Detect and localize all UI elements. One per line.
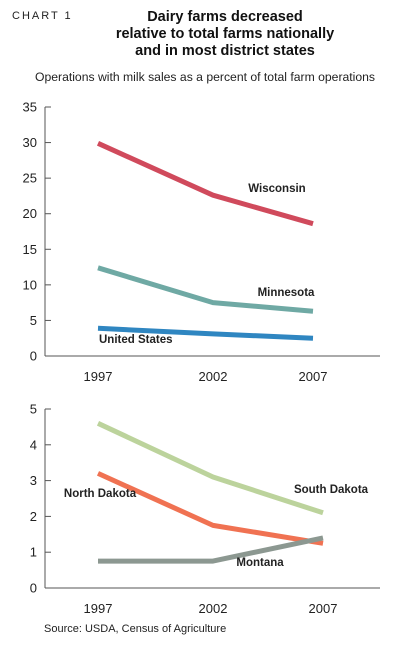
chart-1-x-tick-label: 2007 [299,369,328,384]
chart-2-series-line-north-dakota [96,471,324,546]
chart-1-series-line-wisconsin [96,141,314,227]
chart-2-y-tick-label: 4 [30,437,37,452]
chart-1-y-tick-label: 15 [23,242,37,257]
chart-subtitle: Operations with milk sales as a percent … [34,70,376,84]
chart-1-y-tick-label: 10 [23,277,37,292]
chart-2-series-line-south-dakota [96,421,324,516]
chart-2-y-tick-label: 2 [30,509,37,524]
chart-2-series-label-montana: Montana [236,557,284,569]
chart-2-x-tick-label: 2002 [199,601,228,616]
chart-1-y-tick-label: 35 [23,100,37,115]
chart-1-series-label-wisconsin: Wisconsin [248,183,305,195]
chart-2-series-label-south-dakota: South Dakota [294,484,369,496]
chart-title-line-1: Dairy farms decreased [147,9,303,25]
source-note: Source: USDA, Census of Agriculture [44,623,227,635]
chart-1-series-label-united-states: United States [99,334,173,346]
chart-2-y-tick-label: 3 [30,473,37,488]
chart-number-label: CHART 1 [12,10,73,22]
chart-1-y-tick-label: 25 [23,171,37,186]
chart-1-series-line-minnesota [97,265,314,314]
chart-2-x-tick-label: 1997 [84,601,113,616]
chart-1-y-tick-label: 30 [23,135,37,150]
chart-1-x-tick-label: 2002 [199,369,228,384]
chart-1-y-tick-label: 0 [30,349,37,364]
chart-2-x-tick-label: 2007 [309,601,338,616]
chart-1-series-label-minnesota: Minnesota [258,287,315,299]
chart-2-y-tick-label: 5 [30,402,37,417]
chart-2-series-label-north-dakota: North Dakota [64,488,137,500]
chart-1-y-tick-label: 20 [23,206,37,221]
chart-2-y-tick-label: 1 [30,545,37,560]
chart-1-y-tick-label: 5 [30,313,37,328]
chart-2-series-line-montana [98,535,324,564]
chart-1-x-tick-label: 1997 [84,369,113,384]
chart-title: Dairy farms decreased relative to total … [80,9,370,60]
chart-1-series-line-united-states [97,325,314,341]
chart-title-line-2: relative to total farms nationally [115,26,335,42]
chart-title-line-3: and in most district states [135,43,315,59]
chart-2-y-tick-label: 0 [30,581,37,596]
